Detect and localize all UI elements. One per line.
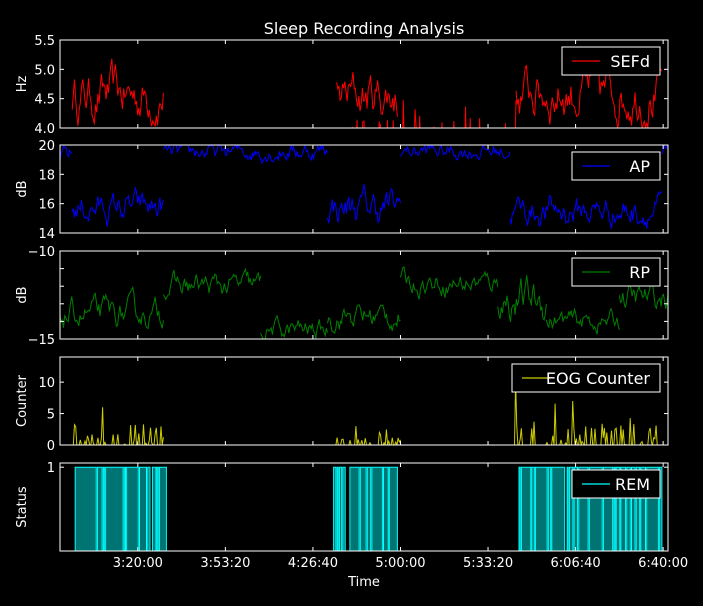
rp-segment	[162, 267, 262, 301]
ap-segment	[661, 145, 668, 155]
xtick-label: 6:06:40	[551, 556, 601, 571]
sefd-frame	[59, 39, 669, 129]
rem-ytick-label: 1	[47, 461, 55, 476]
rp-segment	[618, 279, 668, 310]
sefd-ytick-label: 5.5	[34, 34, 55, 49]
eog-ytick-label: 0	[47, 439, 55, 454]
rem-series	[74, 466, 663, 551]
rem-segment	[518, 466, 663, 551]
rp-frame	[59, 250, 669, 340]
ap-ytick-label: 18	[38, 168, 55, 183]
ap-ytick-label: 16	[38, 198, 55, 213]
sefd-legend-label: SEFd	[610, 52, 650, 71]
rp-legend-label: RP	[629, 263, 650, 282]
ap-ytick-label: 14	[38, 227, 55, 242]
sefd-series	[71, 55, 663, 128]
x-axis-label: Time	[347, 575, 380, 590]
panel-rp: −15 −10 dB RP	[15, 245, 669, 348]
x-axis: 3:20:00 3:53:20 4:26:40 5:00:00 5:33:20 6:06:…	[113, 556, 688, 571]
eog-ytick-label: 5	[47, 408, 55, 423]
sefd-ylabel: Hz	[15, 76, 30, 93]
rp-legend: RP	[571, 257, 661, 287]
sefd-ytick-label: 4.5	[34, 93, 55, 108]
rp-segment	[497, 275, 547, 322]
eog-segment	[333, 426, 401, 445]
panel-ap: 14 16 18 20 dB AP	[15, 139, 669, 242]
rp-segment	[400, 266, 499, 300]
rem-legend: REM	[571, 469, 661, 499]
ap-legend: AP	[571, 151, 661, 181]
rp-segment	[545, 307, 620, 335]
rp-ylabel: dB	[15, 286, 30, 303]
eog-frame	[59, 356, 669, 446]
ap-series	[60, 145, 668, 229]
sefd-ytick-label: 4.0	[34, 122, 55, 137]
eog-ylabel: Counter	[15, 374, 30, 427]
sefd-ytick-label: 5.0	[34, 63, 55, 78]
ap-segment	[163, 145, 328, 165]
rp-ytick-label: −10	[28, 245, 55, 260]
xtick-label: 6:40:00	[638, 556, 688, 571]
rp-series	[60, 266, 668, 339]
eog-legend-label: EOG Counter	[546, 369, 651, 388]
sefd-segment	[71, 58, 164, 128]
eog-segment	[72, 407, 164, 445]
panel-sefd: 4.0 4.5 5.0 5.5 Hz SEFd	[15, 34, 669, 137]
ap-segment	[327, 184, 401, 224]
xtick-label: 3:20:00	[113, 556, 163, 571]
sefd-segment	[336, 71, 398, 117]
rem-segment	[333, 466, 398, 551]
ap-ytick-label: 20	[38, 139, 55, 154]
ap-segment	[71, 186, 164, 227]
eog-series	[72, 382, 662, 445]
xtick-label: 3:53:20	[200, 556, 250, 571]
rem-legend-label: REM	[615, 475, 650, 494]
panel-rem: 1 Status REM	[15, 461, 669, 552]
sefd-legend: SEFd	[561, 46, 661, 76]
ap-legend-label: AP	[629, 157, 650, 176]
ap-segment	[509, 191, 662, 229]
xtick-label: 5:00:00	[375, 556, 425, 571]
chart-title: Sleep Recording Analysis	[264, 19, 465, 38]
ap-frame	[59, 144, 669, 234]
xtick-label: 4:26:40	[288, 556, 338, 571]
ap-segment	[400, 145, 511, 161]
sefd-segment	[356, 120, 389, 128]
rem-segment	[74, 466, 167, 551]
ap-ylabel: dB	[15, 180, 30, 197]
sefd-segment	[515, 55, 663, 128]
panel-eog: 0 5 10 Counter EOG Counter	[15, 356, 669, 454]
rp-segment	[60, 285, 164, 330]
ap-segment	[60, 145, 73, 160]
eog-legend: EOG Counter	[511, 363, 661, 393]
eog-segment	[528, 400, 662, 445]
eog-ytick-label: 10	[38, 376, 55, 391]
rp-segment	[327, 304, 401, 335]
rp-segment	[260, 314, 328, 339]
rem-frame	[59, 462, 669, 552]
xtick-label: 5:33:20	[463, 556, 513, 571]
rem-ylabel: Status	[15, 486, 30, 528]
rp-ytick-label: −15	[28, 333, 55, 348]
panels: 4.0 4.5 5.0 5.5 Hz SEFd 14 16 18 20 dB AP −15 −10 dB RP…	[15, 34, 669, 552]
